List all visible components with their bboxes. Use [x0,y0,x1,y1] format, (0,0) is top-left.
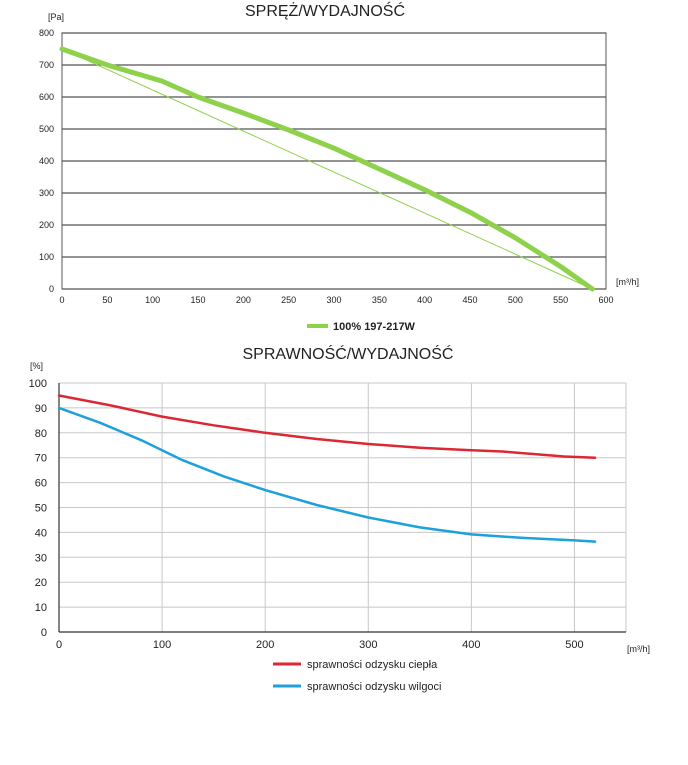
x-tick-label: 300 [359,639,377,651]
x-axis-label: [m³/h] [616,277,639,287]
efficiency-flow-chart: SPRAWNOŚĆ/WYDAJNOŚĆ [%] [m³/h] 0 100 200 30… [29,345,650,693]
y-axis-label: [Pa] [48,12,64,22]
chart-title: SPRĘŻ/WYDAJNOŚĆ [245,1,405,20]
pressure-flow-chart: SPRĘŻ/WYDAJNOŚĆ [Pa] [m³/h] 0 50 100 150 200… [39,1,639,333]
series-line-heat-recovery [57,394,597,459]
x-tick-label: 100 [145,295,160,305]
legend: 100% 197-217W [307,321,416,333]
x-axis-label: [m³/h] [627,644,650,654]
x-tick-label: 200 [236,295,251,305]
y-tick-label: 600 [39,92,54,102]
y-tick-label: 0 [41,627,47,639]
y-tick-label: 20 [35,577,47,589]
y-tick-label: 90 [35,403,47,415]
y-tick-label: 10 [35,602,47,614]
y-tick-label: 60 [35,478,47,490]
series-line-100pct [59,46,595,292]
x-tick-label: 300 [326,295,341,305]
legend-item-label: 100% 197-217W [333,321,416,333]
x-tick-label: 50 [102,295,112,305]
x-tick-label: 400 [462,639,480,651]
x-tick-label: 600 [598,295,613,305]
y-tick-label: 700 [39,60,54,70]
x-tick-label: 150 [190,295,205,305]
y-tick-label: 0 [49,284,54,294]
legend: sprawności odzysku ciepła sprawności odz… [273,659,442,693]
y-tick-label: 100 [39,252,54,262]
y-axis-label: [%] [30,361,43,371]
y-tick-label: 70 [35,453,47,465]
legend-item-label: sprawności odzysku ciepła [307,659,438,671]
series-line-moisture-recovery [57,406,597,543]
y-tick-label: 40 [35,527,47,539]
x-tick-label: 450 [462,295,477,305]
x-tick-label: 350 [372,295,387,305]
x-tick-label: 550 [553,295,568,305]
x-tick-label: 200 [256,639,274,651]
x-tick-label: 250 [281,295,296,305]
x-tick-label: 0 [56,639,62,651]
y-tick-label: 100 [29,378,47,390]
y-tick-label: 400 [39,156,54,166]
series-line-reference [61,48,593,290]
x-tick-label: 100 [153,639,171,651]
x-tick-label: 500 [565,639,583,651]
y-tick-label: 200 [39,220,54,230]
y-tick-label: 30 [35,552,47,564]
y-tick-label: 300 [39,188,54,198]
y-tick-label: 800 [39,28,54,38]
y-tick-label: 500 [39,124,54,134]
x-tick-label: 500 [508,295,523,305]
x-tick-label: 0 [59,295,64,305]
y-tick-label: 80 [35,428,47,440]
y-tick-label: 50 [35,503,47,515]
x-tick-label: 400 [417,295,432,305]
chart-title: SPRAWNOŚĆ/WYDAJNOŚĆ [243,345,454,363]
legend-item-label: sprawności odzysku wilgoci [307,681,442,693]
